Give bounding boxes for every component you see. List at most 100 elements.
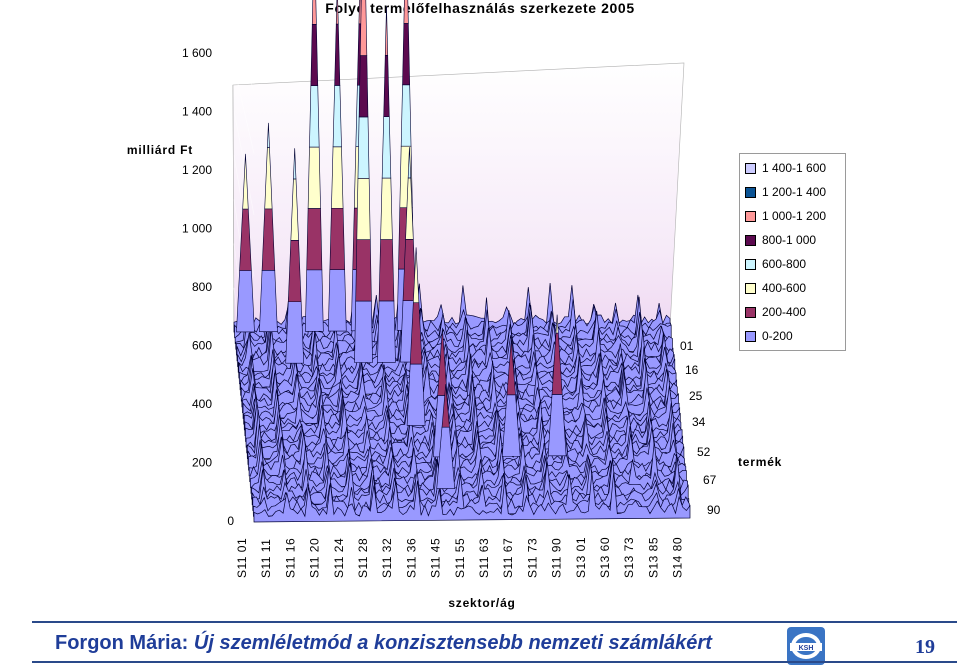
surface-row	[250, 442, 688, 494]
z-tick-label: 200	[192, 456, 212, 470]
peak-band-S11-36-01	[403, 0, 409, 24]
y-tick-label: 90	[707, 503, 721, 517]
peak-band-S11-24-01	[327, 269, 347, 332]
peak-band-S11-36-34	[412, 247, 420, 303]
legend-item: 400-600	[745, 278, 806, 298]
surface-row	[242, 364, 679, 413]
x-tick-label: S11 11	[259, 539, 273, 578]
peak-band-S11-32-16	[383, 54, 390, 117]
surface-rows	[233, 282, 691, 523]
peak-band-S11-28-16	[355, 239, 372, 302]
chart-title: Folyó termelőfelhasználás szerkezete 200…	[325, 0, 635, 16]
peak-band-S11-20-01	[305, 269, 324, 332]
peak-band-S11-36-01	[402, 23, 410, 86]
footer-subtitle: Új szemléletmód a konzisztensebb nemzeti…	[193, 632, 712, 654]
surface-chart: 0 200 400 600 800 1 000 1 200 1 400 1 600 milliár…	[127, 0, 782, 610]
z-tick-label: 1 600	[182, 46, 212, 60]
y-tick-label: 34	[692, 415, 706, 429]
surface-row	[251, 453, 688, 500]
surface-row	[239, 329, 676, 385]
legend-item: 200-400	[745, 302, 806, 322]
peak-band-S11-32-16	[377, 300, 396, 363]
surface-row	[249, 433, 687, 483]
z-tick-label: 0	[227, 514, 234, 528]
surface-row	[251, 457, 689, 506]
peak-band-S11-28-16	[354, 300, 373, 363]
x-tick-label: S11 67	[501, 538, 515, 578]
peak-band-S11-36-01	[400, 84, 412, 147]
legend-item: 600-800	[745, 254, 806, 274]
peak-band-S11-32-16	[381, 116, 392, 179]
x-tick-label: S13 60	[598, 537, 612, 578]
z-tick-label: 1 400	[182, 105, 212, 119]
peak-band-S11-45-52	[441, 327, 444, 335]
legend-label: 400-600	[762, 281, 807, 295]
peak-band-S11-32-16	[378, 239, 395, 302]
surface-row	[244, 385, 682, 436]
surface-row	[248, 422, 685, 471]
peak-band-S11-32-16	[384, 6, 389, 56]
x-tick-label: S11 16	[283, 538, 297, 578]
legend-label: 1 200-1 400	[762, 185, 827, 199]
y-tick-label: 67	[703, 473, 717, 487]
surface-row	[248, 431, 686, 477]
x-tick-label: S11 32	[380, 538, 394, 578]
peak-band-S11-01-01	[236, 270, 255, 333]
side-grid-line	[233, 22, 255, 93]
surface-row	[241, 353, 679, 408]
side-grid-line	[233, 66, 255, 154]
y-axis-label: termék	[738, 455, 782, 469]
logo-text: KSH	[799, 645, 814, 652]
x-tick-label: S11 55	[453, 538, 467, 578]
surface-row	[253, 472, 691, 523]
legend-swatch	[745, 186, 756, 198]
peak-band-S11-90-52	[555, 314, 559, 334]
y-tick-label: 01	[680, 339, 694, 353]
surface-row	[245, 395, 683, 448]
peak-band-S11-16-16	[293, 148, 297, 180]
peak-band-S11-24-01	[335, 0, 339, 25]
z-tick-label: 1 200	[182, 163, 212, 177]
surface-row	[253, 469, 690, 517]
x-tick-label: S11 63	[477, 538, 491, 578]
legend-swatch	[745, 330, 756, 342]
peak-band-S11-20-01	[307, 146, 321, 209]
page-number: 19	[915, 636, 935, 658]
side-grid-line	[241, 0, 255, 31]
surface-row	[239, 341, 677, 390]
surface-row	[237, 316, 674, 367]
peak-band-S11-45-67	[441, 384, 450, 428]
surface-row	[247, 417, 685, 465]
x-tick-label: S11 90	[550, 538, 564, 578]
peak-band-S11-32-16	[380, 177, 393, 240]
legend-swatch	[745, 210, 756, 222]
z-tick-label: 400	[192, 397, 212, 411]
footer-divider-top	[32, 621, 957, 623]
footer-divider-bottom	[32, 661, 957, 663]
z-tick-label: 600	[192, 339, 212, 353]
legend-label: 600-800	[762, 257, 807, 271]
surface-row	[243, 377, 681, 425]
x-tick-label: S11 20	[308, 538, 322, 578]
legend-item: 1 200-1 400	[745, 182, 826, 202]
x-tick-label: S11 36	[404, 538, 418, 578]
surface-row	[235, 296, 673, 350]
x-axis-label: szektor/ág	[448, 596, 515, 610]
y-tick-label: 16	[685, 363, 699, 377]
legend: 1 400-1 600 1 200-1 400 1 000-1 200 800-1 0…	[739, 153, 846, 351]
footer-author: Forgon Mária:	[55, 632, 189, 654]
surface-row	[242, 366, 680, 419]
x-tick-label: S14 80	[671, 537, 685, 578]
y-tick-label: 52	[697, 445, 711, 459]
surface-row	[238, 327, 676, 379]
peak-band-S11-28-16	[359, 0, 368, 56]
peak-band-S11-24-01	[331, 146, 344, 209]
peak-band-S11-20-01	[310, 23, 319, 86]
axis-labels: 0 200 400 600 800 1 000 1 200 1 400 1 600 milliár…	[127, 46, 782, 610]
peak-band-S11-28-16	[357, 116, 370, 179]
side-grid-line	[233, 110, 255, 216]
peak-band-S11-16-16	[287, 240, 302, 303]
y-tick-label: 25	[689, 389, 703, 403]
legend-label: 0-200	[762, 329, 793, 343]
peak-band-S11-28-16	[356, 178, 371, 241]
